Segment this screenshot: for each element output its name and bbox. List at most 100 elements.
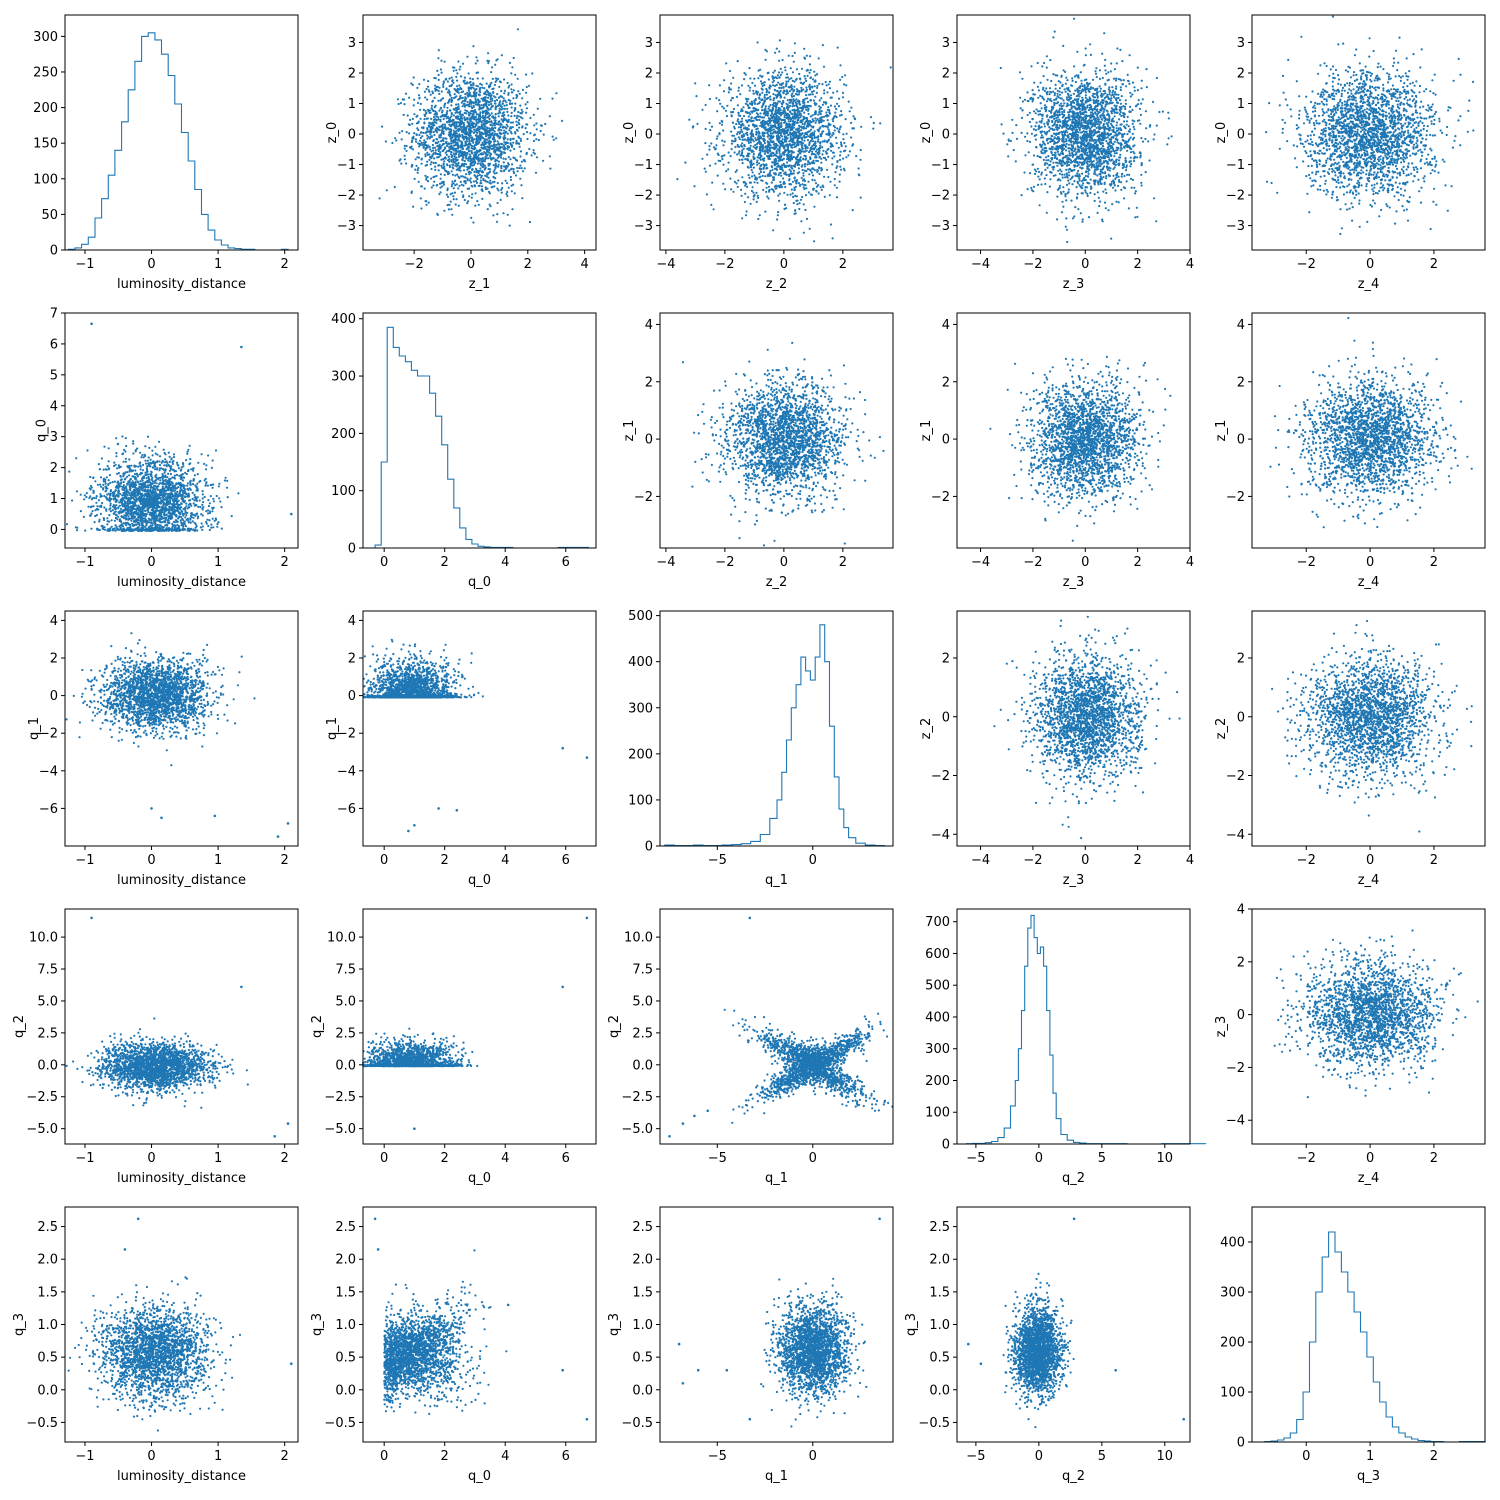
- scatter-point: [433, 157, 435, 159]
- scatter-point: [492, 129, 494, 131]
- scatter-point: [457, 103, 459, 105]
- scatter-point: [475, 101, 477, 103]
- y-tick-label: 200: [33, 101, 58, 116]
- scatter-point: [743, 78, 745, 80]
- scatter-point: [492, 137, 494, 139]
- scatter-point: [485, 186, 487, 188]
- scatter-point: [435, 122, 437, 124]
- scatter-point: [487, 208, 489, 210]
- scatter-point: [766, 196, 768, 198]
- scatter-point: [466, 56, 468, 58]
- scatter-point: [503, 78, 505, 80]
- scatter-point: [423, 118, 425, 120]
- scatter-point: [814, 74, 816, 76]
- scatter-points: [379, 28, 564, 227]
- scatter-point: [474, 174, 476, 176]
- scatter-point: [498, 137, 500, 139]
- scatter-point: [425, 88, 427, 90]
- scatter-point: [474, 184, 476, 186]
- scatter-point: [756, 201, 758, 203]
- scatter-point: [520, 184, 522, 186]
- scatter-point: [474, 162, 476, 164]
- scatter-point: [730, 155, 732, 157]
- scatter-point: [464, 96, 466, 98]
- scatter-point: [486, 94, 488, 96]
- scatter-point: [758, 119, 760, 121]
- scatter-point: [461, 159, 463, 161]
- scatter-point: [730, 82, 732, 84]
- scatter-point: [469, 82, 471, 84]
- scatter-point: [458, 150, 460, 152]
- scatter-point: [486, 131, 488, 133]
- scatter-point: [534, 134, 536, 136]
- scatter-point: [412, 84, 414, 86]
- scatter-point: [515, 174, 517, 176]
- scatter-point: [478, 185, 480, 187]
- scatter-point: [522, 170, 524, 172]
- scatter-point: [442, 132, 444, 134]
- scatter-point: [509, 139, 511, 141]
- scatter-point: [536, 156, 538, 158]
- scatter-point: [474, 116, 476, 118]
- scatter-point: [459, 68, 461, 70]
- scatter-point: [828, 131, 830, 133]
- scatter-point: [469, 112, 471, 114]
- scatter-point: [484, 158, 486, 160]
- scatter-point: [501, 143, 503, 145]
- scatter-point: [476, 113, 478, 115]
- scatter-point: [759, 94, 761, 96]
- scatter-point: [777, 195, 779, 197]
- scatter-point: [482, 160, 484, 162]
- scatter-point: [803, 48, 805, 50]
- scatter-point: [819, 141, 821, 143]
- scatter-point: [451, 156, 453, 158]
- scatter-point: [493, 185, 495, 187]
- scatter-point: [764, 97, 766, 99]
- scatter-point: [456, 80, 458, 82]
- scatter-point: [809, 228, 811, 230]
- scatter-point: [473, 126, 475, 128]
- scatter-point: [469, 119, 471, 121]
- scatter-point: [403, 114, 405, 116]
- scatter-point: [511, 83, 513, 85]
- scatter-point: [801, 196, 803, 198]
- scatter-point: [510, 72, 512, 74]
- scatter-point: [495, 77, 497, 79]
- scatter-point: [777, 82, 779, 84]
- scatter-point: [501, 187, 503, 189]
- scatter-point: [491, 112, 493, 114]
- scatter-point: [471, 197, 473, 199]
- scatter-point: [474, 205, 476, 207]
- scatter-point: [435, 162, 437, 164]
- scatter-point: [496, 188, 498, 190]
- scatter-point: [826, 84, 828, 86]
- scatter-point: [434, 152, 436, 154]
- scatter-point: [733, 108, 735, 110]
- scatter-point: [519, 93, 521, 95]
- scatter-point: [420, 207, 422, 209]
- scatter-point: [446, 121, 448, 123]
- scatter-point: [788, 55, 790, 57]
- scatter-point: [818, 192, 820, 194]
- scatter-point: [455, 148, 457, 150]
- scatter-point: [440, 107, 442, 109]
- scatter-point: [482, 142, 484, 144]
- scatter-point: [525, 112, 527, 114]
- scatter-point: [805, 87, 807, 89]
- scatter-point: [483, 140, 485, 142]
- scatter-point: [434, 169, 436, 171]
- scatter-point: [708, 145, 710, 147]
- scatter-point: [842, 158, 844, 160]
- scatter-point: [805, 187, 807, 189]
- scatter-point: [420, 137, 422, 139]
- scatter-point: [443, 106, 445, 108]
- scatter-point: [461, 141, 463, 143]
- scatter-point: [426, 161, 428, 163]
- scatter-point: [433, 131, 435, 133]
- scatter-point: [779, 83, 781, 85]
- scatter-point: [454, 174, 456, 176]
- scatter-point: [784, 186, 786, 188]
- scatter-point: [469, 137, 471, 139]
- scatter-point: [437, 141, 439, 143]
- scatter-point: [512, 170, 514, 172]
